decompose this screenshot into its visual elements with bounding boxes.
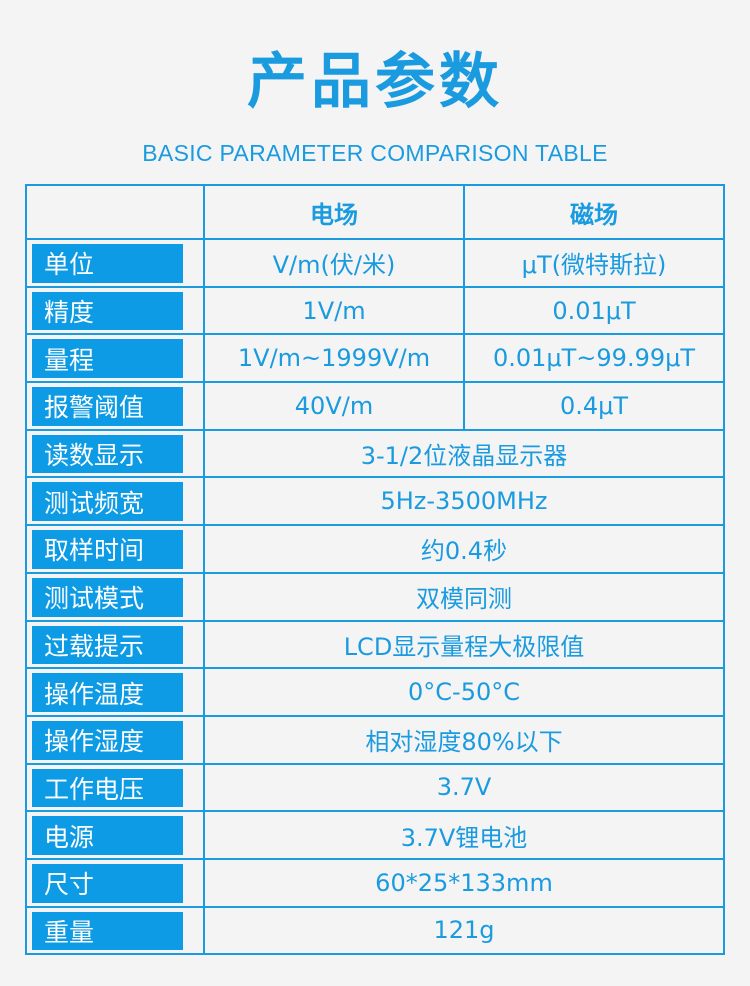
value-cell: 3.7V锂电池 — [400, 823, 528, 852]
electric-value-cell: 1V/m — [205, 287, 465, 334]
label-cell: 工作电压 — [27, 764, 205, 811]
value-cell: 相对湿度80%以下 — [365, 728, 563, 757]
table-row: 读数显示 3-1/2位液晶显示器 — [27, 428, 723, 477]
row-label: 工作电压 — [32, 768, 183, 808]
row-label: 量程 — [32, 339, 183, 379]
row-label: 尺寸 — [32, 863, 183, 903]
table-row: 操作湿度 相对湿度80%以下 — [27, 714, 723, 763]
electric-value-cell: 1V/m~1999V/m — [205, 335, 465, 382]
row-label: 操作温度 — [32, 673, 183, 712]
table-row: 测试频宽 5Hz-3500MHz — [27, 476, 723, 525]
label-cell: 读数显示 — [27, 430, 205, 477]
magnetic-value-cell: 0.4μT — [559, 391, 629, 420]
row-label: 报警阈值 — [32, 387, 183, 426]
label-cell: 操作湿度 — [27, 716, 205, 763]
label-cell: 尺寸 — [27, 859, 205, 906]
table-header-row: 电场 磁场 — [27, 186, 723, 238]
label-cell: 重量 — [27, 907, 205, 954]
table-row: 量程 1V/m~1999V/m 0.01μT~99.99μT — [27, 333, 723, 382]
table-row: 操作温度 0°C-50°C — [27, 667, 723, 715]
header-empty-cell — [27, 186, 205, 238]
row-label: 测试频宽 — [32, 482, 183, 522]
row-label: 读数显示 — [32, 434, 183, 474]
header-magnetic-field: 磁场 — [570, 200, 618, 229]
page-subtitle: BASIC PARAMETER COMPARISON TABLE — [142, 140, 608, 166]
row-label: 精度 — [32, 291, 183, 331]
value-cell: 3-1/2位液晶显示器 — [360, 442, 568, 471]
value-cell: 3.7V — [436, 773, 492, 802]
magnetic-value-cell: 0.01μT~99.99μT — [492, 344, 696, 373]
value-cell: 双模同测 — [416, 585, 512, 614]
table-row: 过载提示 LCD显示量程大极限值 — [27, 619, 723, 668]
label-cell: 取样时间 — [27, 526, 205, 572]
table-row: 电源 3.7V锂电池 — [27, 810, 723, 858]
electric-value-cell: V/m(伏/米) — [205, 240, 465, 286]
label-cell: 量程 — [27, 335, 205, 382]
value-cell: 60*25*133mm — [375, 868, 553, 897]
row-label: 测试模式 — [32, 577, 183, 617]
value-cell: 5Hz-3500MHz — [380, 487, 548, 516]
parameter-table: 电场 磁场 单位 V/m(伏/米) μT(微特斯拉) 精度 1V/m 0.01μT 量程 1V… — [25, 184, 725, 956]
magnetic-value-cell: μT(微特斯拉) — [521, 251, 667, 280]
row-label: 操作湿度 — [32, 720, 183, 760]
row-label: 电源 — [32, 816, 183, 855]
value-cell: LCD显示量程大极限值 — [343, 632, 585, 661]
value-cell: 0°C-50°C — [408, 678, 520, 707]
row-label: 重量 — [32, 911, 183, 951]
table-row: 精度 1V/m 0.01μT — [27, 285, 723, 334]
label-cell: 电源 — [27, 812, 205, 858]
label-cell: 测试模式 — [27, 573, 205, 620]
table-row: 工作电压 3.7V — [27, 762, 723, 811]
row-label: 单位 — [32, 244, 183, 283]
row-label: 过载提示 — [32, 625, 183, 665]
table-row: 取样时间 约0.4秒 — [27, 524, 723, 572]
label-cell: 精度 — [27, 287, 205, 334]
header-electric-field: 电场 — [205, 186, 465, 238]
table-row: 重量 121g — [27, 905, 723, 954]
label-cell: 报警阈值 — [27, 383, 205, 429]
label-cell: 操作温度 — [27, 669, 205, 715]
table-row: 报警阈值 40V/m 0.4μT — [27, 381, 723, 429]
table-row: 尺寸 60*25*133mm — [27, 857, 723, 906]
page-title: 产品参数 — [247, 47, 503, 117]
table-row: 测试模式 双模同测 — [27, 571, 723, 620]
magnetic-value-cell: 0.01μT — [552, 296, 636, 325]
label-cell: 测试频宽 — [27, 478, 205, 525]
table-row: 单位 V/m(伏/米) μT(微特斯拉) — [27, 238, 723, 286]
value-cell: 121g — [433, 916, 495, 945]
row-label: 取样时间 — [32, 530, 183, 569]
label-cell: 过载提示 — [27, 621, 205, 668]
value-cell: 约0.4秒 — [420, 537, 508, 566]
electric-value-cell: 40V/m — [205, 383, 465, 429]
label-cell: 单位 — [27, 240, 205, 286]
